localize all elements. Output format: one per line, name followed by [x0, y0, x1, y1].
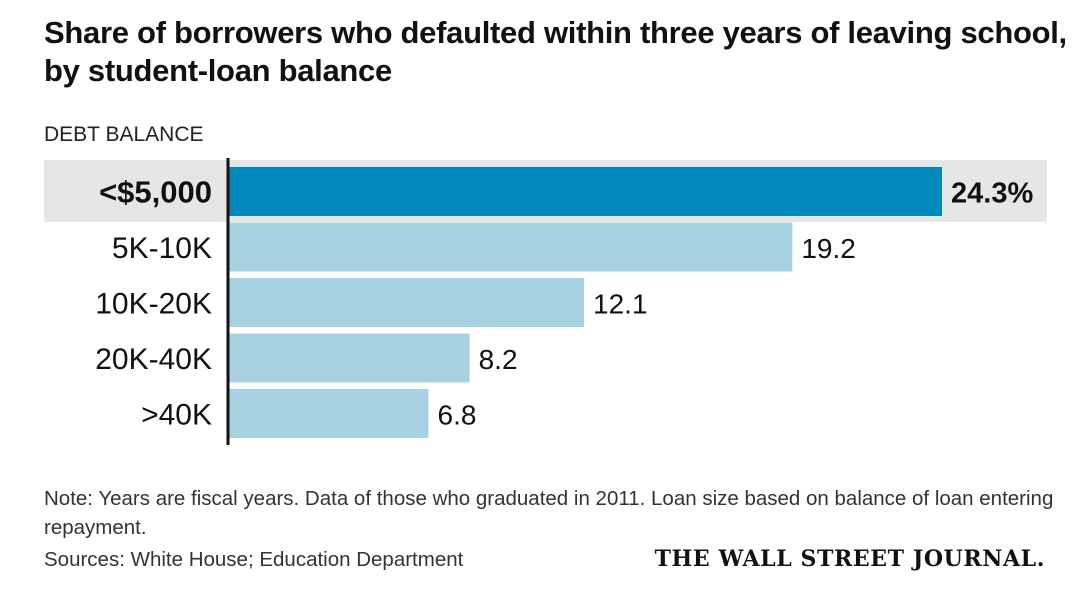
category-label: 5K-10K [112, 232, 212, 265]
value-label: 24.3% [951, 178, 1033, 210]
axis-title: DEBT BALANCE [44, 123, 204, 146]
category-label: <$5,000 [99, 175, 212, 210]
value-label: 6.8 [438, 400, 477, 431]
bar [229, 222, 793, 272]
value-label: 12.1 [593, 289, 648, 320]
bar [229, 167, 942, 216]
chart-sources: Sources: White House; Education Departme… [44, 548, 464, 571]
chart-note: Note: Years are fiscal years. Data of th… [44, 487, 1054, 539]
bar [229, 333, 470, 383]
category-label: 20K-40K [95, 343, 212, 376]
value-label: 8.2 [479, 344, 518, 375]
value-label: 19.2 [801, 233, 856, 264]
publisher-masthead: THE WALL STREET JOURNAL. [654, 546, 1045, 572]
bar [229, 278, 585, 327]
category-label: >40K [141, 399, 212, 432]
bar-chart: <$5,000 24.3% 5K-10K 19.2 10K-20K 12.1 20K-40K… [44, 158, 1047, 445]
category-label: 10K-20K [95, 288, 212, 321]
bar [229, 389, 429, 438]
chart-title: Share of borrowers who defaulted within … [44, 15, 1067, 88]
